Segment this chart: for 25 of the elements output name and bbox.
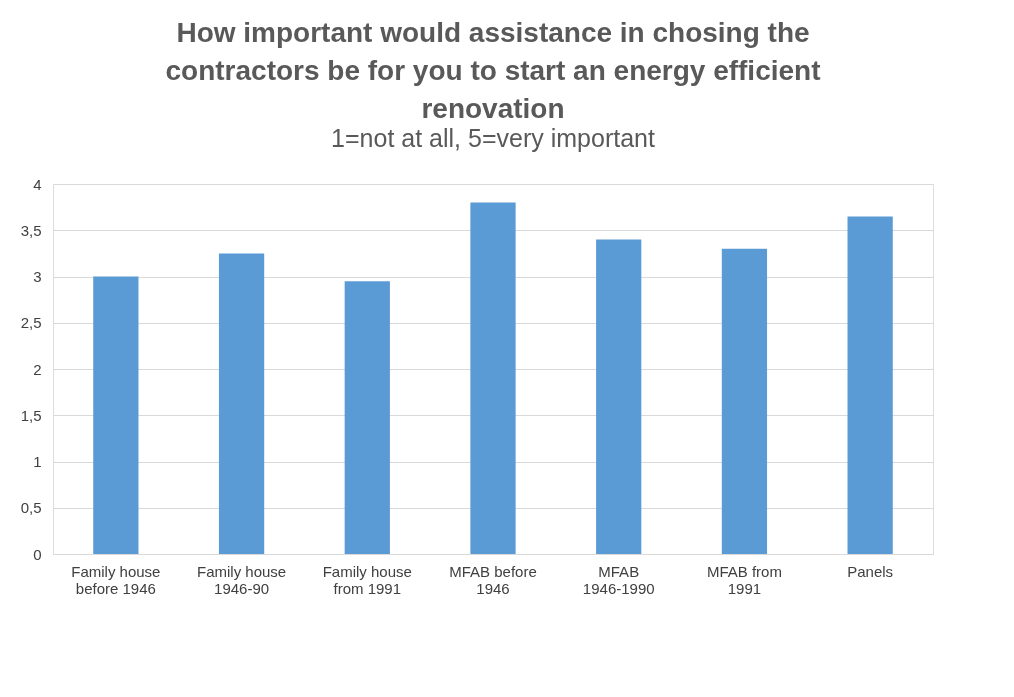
x-tick-label: Family house from 1991 [322,562,412,597]
bar [596,239,642,554]
x-tick-label: MFAB from 1991 [706,562,782,597]
bar [218,253,265,554]
x-tick-label: MFAB before 1946 [449,562,537,597]
x-tick-label: MFAB 1946-1990 [582,562,655,597]
y-tick-label: 1,5 [20,406,42,424]
chart-subtitle: 1=not at all, 5=very important [331,124,655,152]
x-tick-label: Family house 1946-90 [196,562,287,597]
chart-title: How important would assistance in chosing the contractors be for you to start an energy efficient renovation [165,17,821,124]
bar [93,276,139,554]
bar [344,281,390,554]
x-tick-label: Family house before 1946 [71,562,161,597]
bar [721,248,768,554]
y-tick-label: 3,5 [20,221,42,239]
y-tick-label: 2,5 [20,314,42,332]
y-tick-label: 3 [33,268,42,285]
y-tick-label: 1 [33,453,42,470]
y-tick-label: 4 [33,175,42,193]
y-tick-label: 0,5 [20,499,42,517]
x-tick-label: Panels [847,562,894,580]
y-tick-label: 2 [33,360,42,378]
bar [470,202,516,554]
bar [847,216,893,554]
y-tick-label: 0 [33,545,42,563]
